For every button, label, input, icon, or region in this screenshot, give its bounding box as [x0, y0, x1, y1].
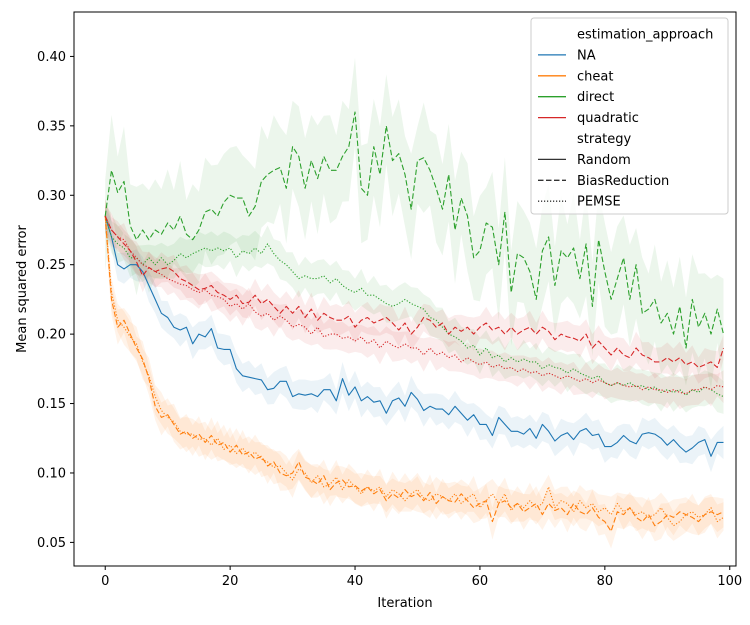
band-cheat-biasreduction	[105, 199, 724, 549]
y-tick-label: 0.40	[37, 50, 66, 65]
legend-box	[530, 17, 729, 215]
x-tick-label: 0	[101, 574, 109, 589]
x-tick-label: 80	[597, 574, 614, 589]
x-axis: 0 20 40 60 80 100	[101, 566, 742, 589]
series-line-cheat-biasreduction	[104, 216, 724, 532]
series-line-na-random	[104, 215, 724, 457]
plot-frame	[73, 11, 737, 567]
y-tick-label: 0.05	[37, 536, 66, 551]
series-line-cheat-pemse	[104, 216, 724, 527]
x-tick-label: 20	[222, 574, 239, 589]
legend: estimation_approach NA cheat direct quadrati…	[530, 17, 729, 215]
legend-label-random: Random	[577, 153, 631, 168]
legend-label-cheat: cheat	[577, 69, 613, 84]
x-tick-label: 40	[347, 574, 364, 589]
y-axis: 0.05 0.10 0.15 0.20 0.25 0.30 0.35 0.40	[37, 50, 74, 551]
y-tick-label: 0.30	[37, 189, 66, 204]
y-tick-label: 0.15	[37, 397, 66, 412]
y-tick-label: 0.10	[37, 466, 66, 481]
legend-label-direct: direct	[577, 90, 614, 105]
legend-label-na: NA	[577, 48, 596, 63]
y-tick-label: 0.35	[37, 119, 66, 134]
y-tick-label: 0.20	[37, 328, 66, 343]
series-line-quadratic-pemse	[104, 215, 724, 395]
band-direct-pemse	[105, 198, 724, 414]
band-na-random	[105, 206, 724, 473]
legend-style-title: strategy	[577, 132, 632, 147]
y-tick-label: 0.25	[37, 258, 66, 273]
series-lines	[104, 111, 725, 532]
legend-label-pemse: PEMSE	[577, 195, 621, 210]
x-tick-label: 60	[472, 574, 489, 589]
series-line-direct-biasreduction	[104, 111, 725, 349]
band-quadratic-pemse	[105, 204, 724, 410]
legend-label-biasreduction: BiasReduction	[577, 174, 669, 189]
y-axis-title: Mean squared error	[15, 225, 30, 353]
series-line-quadratic-biasreduction	[104, 215, 725, 368]
legend-label-quadratic: quadratic	[577, 111, 639, 126]
x-tick-label: 100	[717, 574, 742, 589]
legend-hue-title: estimation_approach	[577, 28, 713, 43]
x-axis-title: Iteration	[377, 596, 432, 611]
band-direct-biasreduction	[105, 57, 724, 389]
band-cheat-pemse	[105, 198, 724, 541]
